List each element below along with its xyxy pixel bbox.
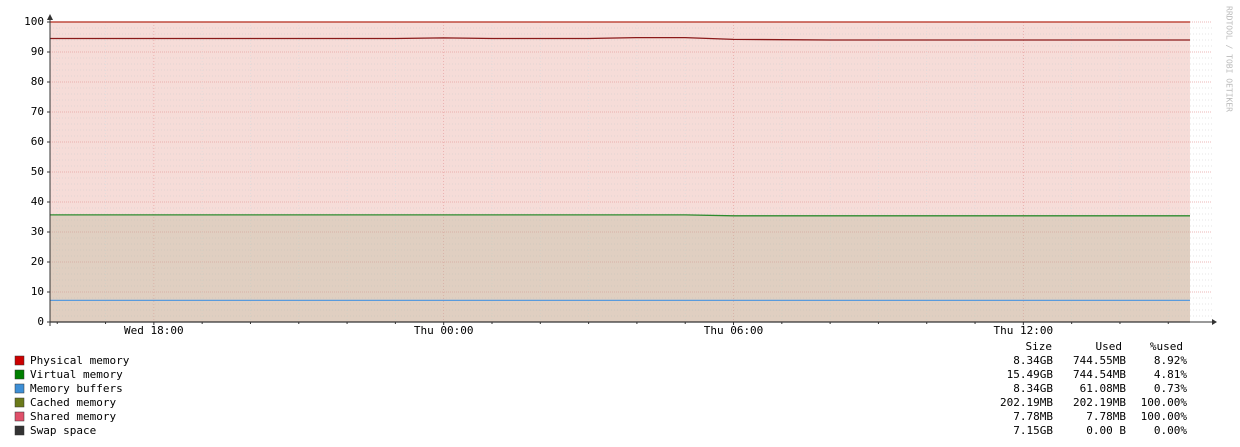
legend-swatch [14, 397, 25, 408]
legend-header: %used [1150, 340, 1183, 353]
legend-cell: 0.00 B [1086, 424, 1126, 437]
y-tick-label: 50 [31, 165, 44, 178]
series-line [50, 214, 1190, 217]
legend-swatch [14, 369, 25, 380]
legend-cell: 8.92% [1154, 354, 1187, 367]
y-axis-arrow [47, 14, 53, 20]
legend-swatch [14, 425, 25, 436]
y-tick-label: 100 [24, 15, 44, 28]
legend-cell: 7.78MB [1086, 410, 1126, 423]
series-line [50, 36, 1190, 41]
legend-cell: 100.00% [1141, 410, 1188, 423]
legend-cell: 0.00% [1154, 424, 1187, 437]
legend-cell: 100.00% [1141, 396, 1188, 409]
legend-label: Swap space [30, 424, 96, 437]
x-tick-label: Wed 18:00 [124, 324, 184, 337]
legend-cell: 8.34GB [1013, 354, 1053, 367]
y-tick-label: 60 [31, 135, 44, 148]
legend-cell: 7.15GB [1013, 424, 1053, 437]
legend-label: Virtual memory [30, 368, 123, 381]
y-tick-label: 20 [31, 255, 44, 268]
legend-swatch [14, 355, 25, 366]
legend-cell: 8.34GB [1013, 382, 1053, 395]
legend-cell: 0.73% [1154, 382, 1187, 395]
legend: Size Used %used Physical memory 8.34GB 744.55… [14, 340, 1188, 437]
legend-cell: 202.19MB [1073, 396, 1126, 409]
y-tick-label: 0 [37, 315, 44, 328]
legend-cell: 202.19MB [1000, 396, 1053, 409]
legend-cell: 7.78MB [1013, 410, 1053, 423]
y-tick-label: 40 [31, 195, 44, 208]
legend-cell: 61.08MB [1080, 382, 1127, 395]
legend-cell: 15.49GB [1007, 368, 1054, 381]
legend-label: Cached memory [30, 396, 116, 409]
x-tick-label: Thu 06:00 [704, 324, 764, 337]
legend-swatch [14, 383, 25, 394]
legend-header: Used [1096, 340, 1123, 353]
x-tick-label: Thu 12:00 [994, 324, 1054, 337]
legend-cell: 744.55MB [1073, 354, 1126, 367]
x-tick-label: Thu 00:00 [414, 324, 474, 337]
y-tick-label: 70 [31, 105, 44, 118]
legend-cell: 4.81% [1154, 368, 1187, 381]
x-axis-arrow [1212, 319, 1217, 325]
legend-cell: 744.54MB [1073, 368, 1126, 381]
y-tick-label: 80 [31, 75, 44, 88]
legend-label: Shared memory [30, 410, 116, 423]
areas [50, 214, 1190, 322]
watermark: RRDTOOL / TOBI OETIKER [1225, 6, 1234, 112]
y-tick-label: 90 [31, 45, 44, 58]
y-tick-label: 10 [31, 285, 44, 298]
area [50, 214, 1190, 322]
legend-header: Size [1026, 340, 1053, 353]
y-tick-label: 30 [31, 225, 44, 238]
legend-label: Memory buffers [30, 382, 123, 395]
legend-label: Physical memory [30, 354, 130, 367]
legend-swatch [14, 411, 25, 422]
